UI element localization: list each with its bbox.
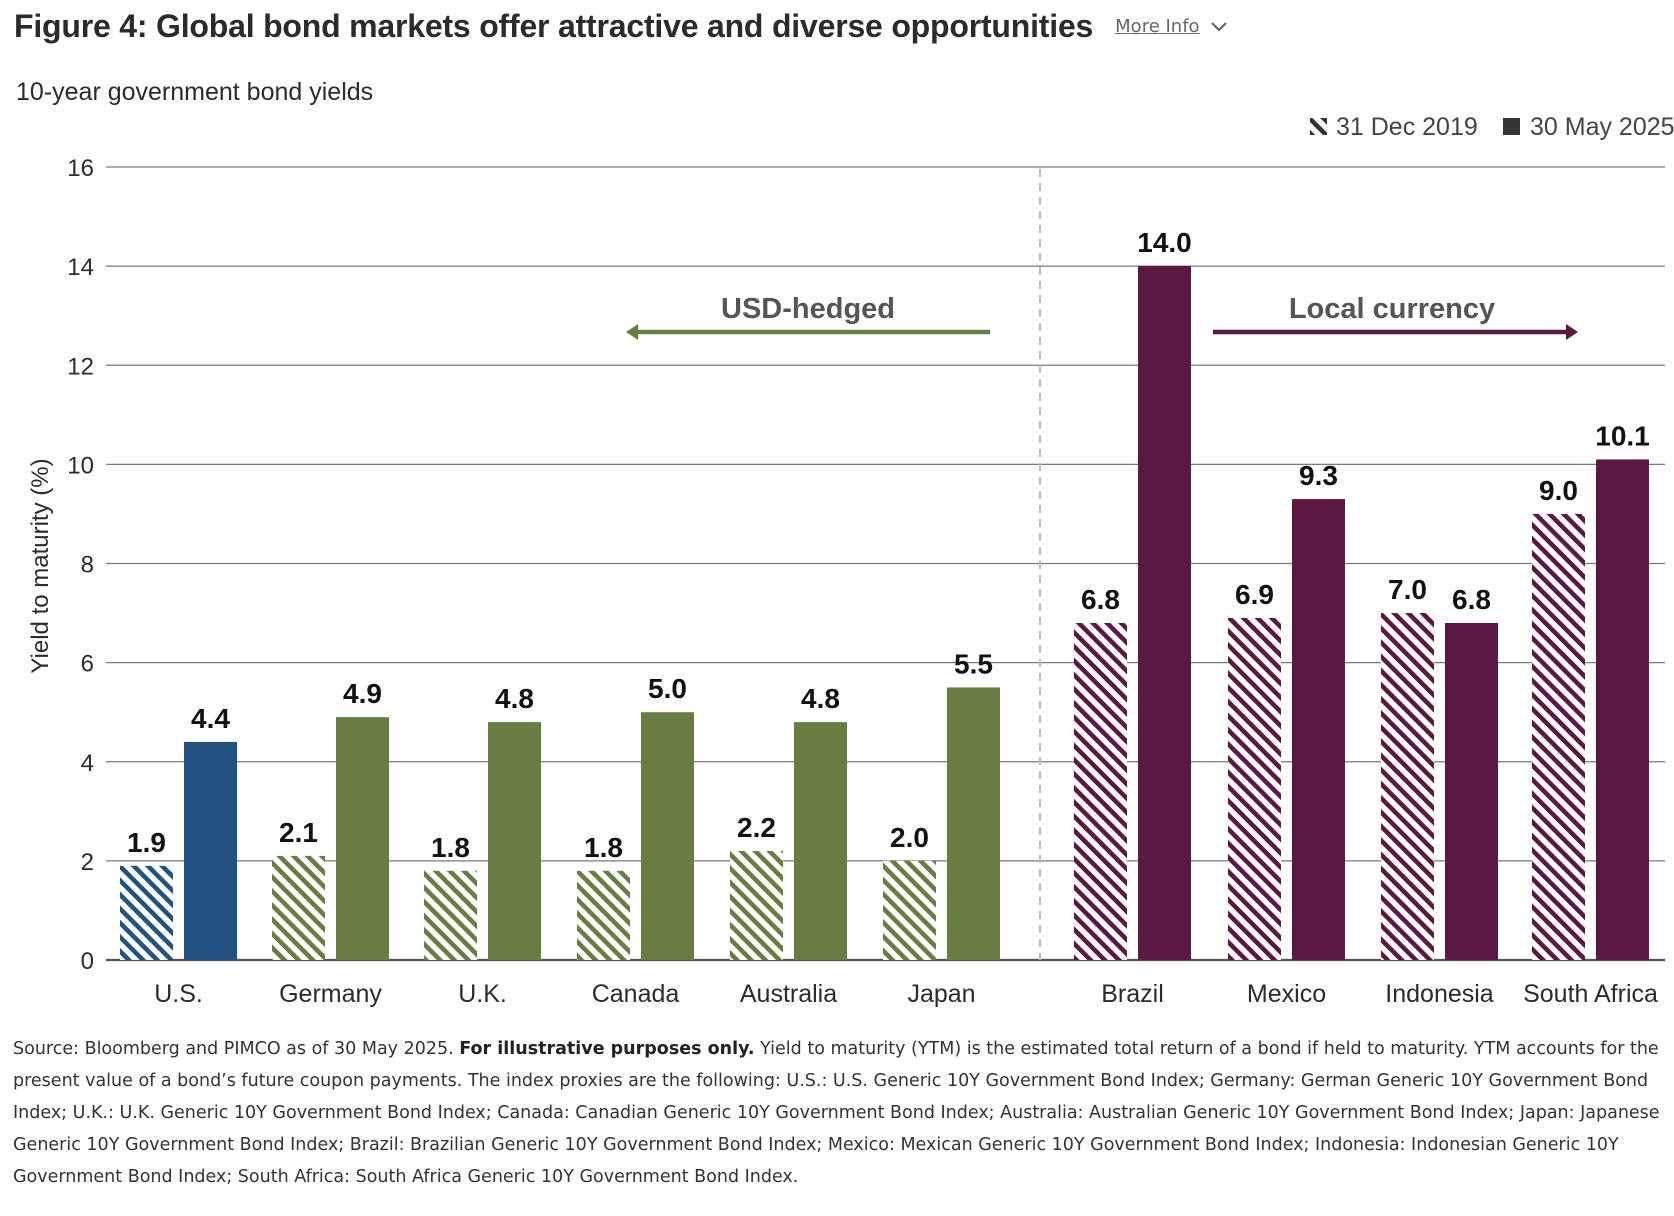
x-axis-ticks: U.S. Germany U.K. Canada Australia Japan Brazi… — [154, 980, 1658, 1008]
data-labels: 1.9 4.4 2.1 4.9 1.8 4.8 1.8 5.0 2.2 4.8 2.0 5.5 6.8 1… — [127, 227, 1650, 863]
bar-germany-31-dec-2019 — [272, 855, 325, 960]
data-label-u-s-31-dec-2019: 1.9 — [127, 827, 166, 858]
x-tick-label-brazil: Brazil — [1101, 980, 1164, 1008]
legend-label-30-may-2025: 30 May 2025 — [1530, 113, 1674, 141]
more-info-label: More Info — [1115, 16, 1200, 37]
bar-chart: 0 2 4 6 8 10 12 14 16 Yield to maturity (%) 1.9 4… — [27, 113, 1674, 1008]
legend-label-31-dec-2019: 31 Dec 2019 — [1336, 113, 1478, 141]
y-tick-label: 6 — [81, 651, 94, 678]
x-tick-label-australia: Australia — [740, 980, 837, 1008]
y-tick-label: 16 — [67, 155, 94, 182]
figure-header: Figure 4: Global bond markets offer attr… — [14, 8, 1228, 45]
x-tick-label-germany: Germany — [279, 980, 382, 1008]
x-tick-label-u-k: U.K. — [458, 980, 507, 1008]
bar-japan-31-dec-2019 — [883, 860, 936, 960]
bar-germany-30-may-2025 — [336, 717, 389, 960]
data-label-australia-30-may-2025: 4.8 — [801, 683, 840, 714]
data-label-germany-30-may-2025: 4.9 — [343, 678, 382, 709]
bar-canada-31-dec-2019 — [577, 870, 630, 960]
data-label-mexico-31-dec-2019: 6.9 — [1235, 579, 1274, 610]
group-label-usd-hedged: USD-hedged — [721, 293, 895, 325]
data-label-canada-30-may-2025: 5.0 — [648, 673, 687, 704]
data-label-brazil-30-may-2025: 14.0 — [1137, 227, 1192, 258]
data-label-indonesia-30-may-2025: 6.8 — [1452, 584, 1491, 615]
data-label-japan-31-dec-2019: 2.0 — [890, 822, 929, 853]
y-axis-label: Yield to maturity (%) — [27, 458, 54, 673]
x-tick-label-canada: Canada — [592, 980, 680, 1008]
legend-swatch-30-may-2025 — [1503, 118, 1520, 135]
bar-indonesia-31-dec-2019 — [1381, 613, 1434, 960]
data-label-u-k-30-may-2025: 4.8 — [495, 683, 534, 714]
data-label-indonesia-31-dec-2019: 7.0 — [1388, 574, 1427, 605]
data-label-canada-31-dec-2019: 1.8 — [584, 832, 623, 863]
x-tick-label-south-africa: South Africa — [1523, 980, 1658, 1008]
data-label-australia-31-dec-2019: 2.2 — [737, 812, 776, 843]
footnote-bold: For illustrative purposes only. — [459, 1039, 755, 1059]
y-axis-ticks: 0 2 4 6 8 10 12 14 16 — [67, 155, 94, 975]
more-info-toggle[interactable]: More Info — [1115, 16, 1227, 37]
legend-swatch-31-dec-2019 — [1310, 118, 1327, 135]
bar-brazil-30-may-2025 — [1138, 266, 1191, 960]
y-tick-label: 10 — [67, 452, 94, 479]
data-label-mexico-30-may-2025: 9.3 — [1299, 460, 1338, 491]
bars — [120, 266, 1649, 960]
group-label-local-currency: Local currency — [1289, 293, 1495, 325]
bar-u-k-30-may-2025 — [488, 722, 541, 960]
data-label-south-africa-30-may-2025: 10.1 — [1595, 420, 1650, 451]
data-label-germany-31-dec-2019: 2.1 — [279, 817, 318, 848]
data-label-japan-30-may-2025: 5.5 — [954, 648, 993, 679]
footnote-body: Yield to maturity (YTM) is the estimated… — [13, 1039, 1660, 1187]
x-tick-label-u-s: U.S. — [154, 980, 203, 1008]
group-arrowhead-usd-hedged — [626, 324, 638, 340]
group-annotations: USD-hedged Local currency — [626, 293, 1578, 340]
group-arrowhead-local-currency — [1566, 324, 1578, 340]
y-tick-label: 4 — [81, 750, 94, 777]
chart-subtitle: 10-year government bond yields — [16, 78, 374, 106]
bar-south-africa-30-may-2025 — [1596, 459, 1649, 960]
bar-brazil-31-dec-2019 — [1074, 622, 1127, 960]
y-tick-label: 2 — [81, 849, 94, 876]
y-tick-label: 0 — [81, 948, 94, 975]
bar-south-africa-31-dec-2019 — [1532, 513, 1585, 960]
bar-indonesia-30-may-2025 — [1445, 622, 1498, 960]
data-label-u-s-30-may-2025: 4.4 — [191, 703, 230, 734]
source-footnote: Source: Bloomberg and PIMCO as of 30 May… — [13, 1033, 1663, 1193]
x-tick-label-indonesia: Indonesia — [1385, 980, 1494, 1008]
x-tick-label-japan: Japan — [907, 980, 975, 1008]
bar-canada-30-may-2025 — [641, 712, 694, 960]
bar-mexico-31-dec-2019 — [1228, 618, 1281, 960]
legend: 31 Dec 2019 30 May 2025 — [1310, 113, 1674, 141]
data-label-u-k-31-dec-2019: 1.8 — [431, 832, 470, 863]
bar-japan-30-may-2025 — [947, 687, 1000, 960]
data-label-brazil-31-dec-2019: 6.8 — [1081, 584, 1120, 615]
figure-title: Figure 4: Global bond markets offer attr… — [14, 8, 1094, 44]
bar-u-s-30-may-2025 — [184, 741, 237, 960]
bar-australia-31-dec-2019 — [730, 850, 783, 960]
bar-mexico-30-may-2025 — [1292, 499, 1345, 960]
bar-u-k-31-dec-2019 — [424, 870, 477, 960]
bar-u-s-31-dec-2019 — [120, 865, 173, 960]
footnote-prefix: Source: Bloomberg and PIMCO as of 30 May… — [13, 1039, 460, 1059]
chevron-down-icon — [1210, 21, 1227, 32]
y-tick-label: 12 — [67, 353, 94, 380]
bar-australia-30-may-2025 — [794, 722, 847, 960]
data-label-south-africa-31-dec-2019: 9.0 — [1539, 475, 1578, 506]
y-tick-label: 8 — [81, 552, 94, 579]
x-tick-label-mexico: Mexico — [1247, 980, 1326, 1008]
y-tick-label: 14 — [67, 254, 94, 281]
